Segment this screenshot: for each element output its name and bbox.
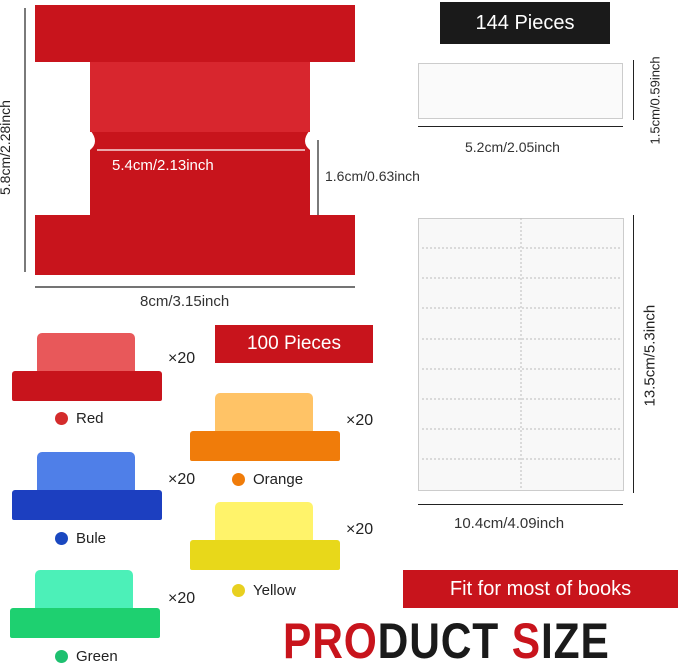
color-name: Bule (76, 530, 107, 547)
orange-dot-icon (232, 473, 245, 486)
large-tab-inner-width: 5.4cm/2.13inch (112, 157, 214, 174)
large-tab-height: 5.8cm/2.28inch (0, 100, 13, 195)
large-tab-shape (35, 5, 355, 275)
red-count: ×20 (168, 350, 196, 367)
large-tab-highlight (90, 62, 310, 132)
yellow-label: Yellow (232, 582, 296, 599)
color-name: Orange (253, 471, 304, 488)
color-name: Green (76, 648, 118, 665)
tabs-count-badge: 100 Pieces (215, 325, 373, 363)
strip-width-arrow (418, 126, 623, 127)
title-part: PRO (283, 613, 378, 669)
large-tab-width: 8cm/3.15inch (140, 293, 230, 310)
green-label: Green (55, 648, 118, 665)
yellow-dot-icon (232, 584, 245, 597)
green-count: ×20 (168, 590, 196, 607)
title-part: DUCT (377, 613, 500, 669)
color-name: Red (76, 410, 104, 427)
sheet-width-arrow (418, 504, 623, 505)
tab-yellow (190, 502, 340, 572)
fit-badge: Fit for most of books (403, 570, 678, 608)
sheet-height: 13.5cm/5.3inch (641, 304, 659, 407)
color-name: Yellow (253, 582, 296, 599)
strip-width: 5.2cm/2.05inch (465, 139, 560, 155)
large-tab-neck-height: 1.6cm/0.63inch (325, 168, 420, 184)
strip-height: 1.5cm/0.59inch (647, 56, 663, 145)
tab-blue (12, 452, 162, 522)
label-sheet (418, 218, 624, 491)
title-part: S (511, 613, 541, 669)
label-strip (418, 63, 623, 119)
orange-label: Orange (232, 471, 303, 488)
strip-count-badge: 144 Pieces (440, 2, 610, 44)
sheet-width: 10.4cm/4.09inch (454, 515, 565, 532)
blue-label: Bule (55, 530, 106, 547)
page-title: PRODUCT SIZE (283, 614, 610, 668)
strip-height-arrow (633, 60, 634, 120)
yellow-count: ×20 (346, 521, 374, 538)
blue-dot-icon (55, 532, 68, 545)
large-tab-diagram (24, 5, 355, 288)
orange-count: ×20 (346, 412, 374, 429)
tab-green (10, 570, 160, 640)
sheet-height-arrow (633, 215, 634, 493)
red-label: Red (55, 410, 104, 427)
tab-red (12, 333, 162, 403)
red-dot-icon (55, 412, 68, 425)
tab-orange (190, 393, 340, 463)
blue-count: ×20 (168, 471, 196, 488)
title-part: IZE (540, 613, 610, 669)
green-dot-icon (55, 650, 68, 663)
